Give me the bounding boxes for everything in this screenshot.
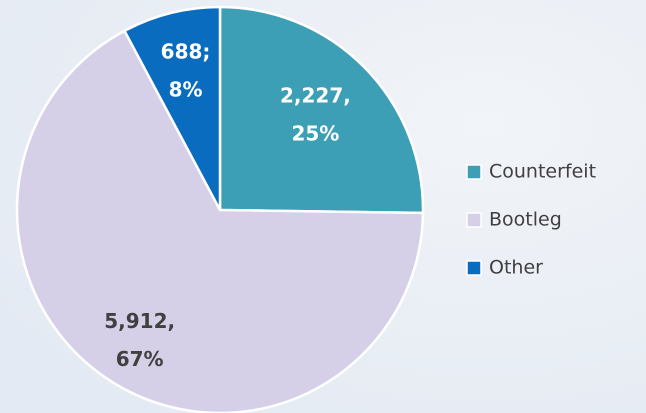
- data-label: 5,912,: [104, 309, 175, 333]
- pie-slice: [122, 5, 222, 211]
- legend-label: Counterfeit: [489, 161, 596, 183]
- legend-marker: [466, 260, 482, 276]
- data-label: 8%: [169, 78, 203, 102]
- legend-marker: [466, 164, 482, 180]
- data-label: 25%: [291, 121, 339, 145]
- data-label: 67%: [116, 347, 164, 371]
- pie-slice: [218, 5, 425, 215]
- data-label: 688;: [161, 40, 211, 64]
- data-label: 2,227,: [280, 83, 351, 107]
- legend-label: Bootleg: [489, 209, 562, 231]
- legend-label: Other: [489, 257, 543, 279]
- pie-slice: [15, 29, 425, 413]
- legend-marker: [466, 212, 482, 228]
